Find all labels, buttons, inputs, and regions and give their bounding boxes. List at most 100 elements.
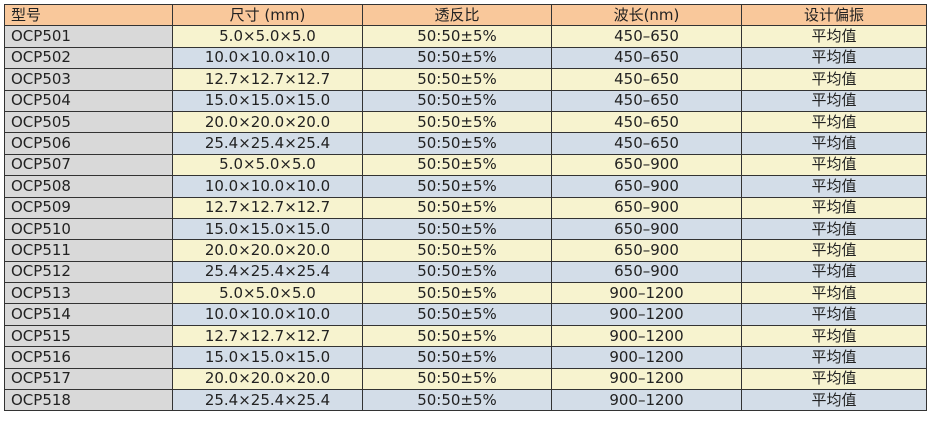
cell-wavelength: 650–900 [551, 239, 742, 262]
cell-wavelength: 650–900 [551, 196, 742, 219]
table-row: OCP508 10.0×10.0×10.0 50:50±5% 650–900 平均值 [4, 175, 927, 198]
cell-size: 10.0×10.0×10.0 [172, 175, 363, 198]
cell-wavelength: 450–650 [551, 89, 742, 112]
cell-split-ratio: 50:50±5% [362, 324, 552, 348]
cell-model: OCP510 [4, 217, 173, 241]
cell-size: 10.0×10.0×10.0 [172, 46, 363, 70]
cell-model: OCP512 [4, 260, 173, 284]
product-spec-table: 型号 尺寸 (mm) 透反比 波长(nm) 设计偏振 OCP501 5.0×5.0×5.0… [4, 3, 927, 412]
cell-size: 15.0×15.0×15.0 [172, 346, 363, 369]
cell-split-ratio: 50:50±5% [362, 260, 552, 284]
table-row: OCP518 25.4×25.4×25.4 50:50±5% 900–1200 平均值 [4, 389, 927, 412]
cell-model: OCP503 [4, 68, 173, 91]
cell-model: OCP515 [4, 324, 173, 348]
cell-split-ratio: 50:50±5% [362, 132, 552, 155]
cell-polarization: 平均值 [741, 324, 927, 348]
cell-split-ratio: 50:50±5% [362, 346, 552, 369]
cell-wavelength: 650–900 [551, 175, 742, 198]
cell-wavelength: 450–650 [551, 110, 742, 134]
table-row: OCP511 20.0×20.0×20.0 50:50±5% 650–900 平均值 [4, 239, 927, 262]
cell-model: OCP513 [4, 282, 173, 305]
table-row: OCP501 5.0×5.0×5.0 50:50±5% 450–650 平均值 [4, 25, 927, 48]
cell-wavelength: 450–650 [551, 25, 742, 48]
table-row: OCP515 12.7×12.7×12.7 50:50±5% 900–1200 平均值 [4, 324, 927, 348]
cell-size: 20.0×20.0×20.0 [172, 367, 363, 391]
table-row: OCP514 10.0×10.0×10.0 50:50±5% 900–1200 平均值 [4, 303, 927, 326]
cell-size: 12.7×12.7×12.7 [172, 324, 363, 348]
cell-split-ratio: 50:50±5% [362, 46, 552, 70]
cell-split-ratio: 50:50±5% [362, 367, 552, 391]
cell-split-ratio: 50:50±5% [362, 239, 552, 262]
cell-polarization: 平均值 [741, 260, 927, 284]
cell-model: OCP508 [4, 175, 173, 198]
header-size: 尺寸 (mm) [172, 3, 363, 27]
cell-polarization: 平均值 [741, 89, 927, 112]
cell-polarization: 平均值 [741, 132, 927, 155]
cell-wavelength: 450–650 [551, 68, 742, 91]
header-polarization: 设计偏振 [741, 3, 927, 27]
cell-polarization: 平均值 [741, 303, 927, 326]
cell-wavelength: 900–1200 [551, 303, 742, 326]
cell-size: 15.0×15.0×15.0 [172, 217, 363, 241]
header-model: 型号 [4, 3, 173, 27]
cell-size: 12.7×12.7×12.7 [172, 196, 363, 219]
cell-size: 5.0×5.0×5.0 [172, 282, 363, 305]
table-row: OCP505 20.0×20.0×20.0 50:50±5% 450–650 平均值 [4, 110, 927, 134]
cell-size: 20.0×20.0×20.0 [172, 110, 363, 134]
table-row: OCP517 20.0×20.0×20.0 50:50±5% 900–1200 平均值 [4, 367, 927, 391]
cell-polarization: 平均值 [741, 282, 927, 305]
cell-model: OCP511 [4, 239, 173, 262]
cell-wavelength: 900–1200 [551, 324, 742, 348]
cell-polarization: 平均值 [741, 175, 927, 198]
cell-polarization: 平均值 [741, 110, 927, 134]
header-wavelength: 波长(nm) [551, 3, 742, 27]
table-row: OCP516 15.0×15.0×15.0 50:50±5% 900–1200 平均值 [4, 346, 927, 369]
cell-size: 5.0×5.0×5.0 [172, 153, 363, 177]
cell-wavelength: 900–1200 [551, 346, 742, 369]
cell-model: OCP507 [4, 153, 173, 177]
cell-wavelength: 450–650 [551, 132, 742, 155]
cell-split-ratio: 50:50±5% [362, 153, 552, 177]
cell-model: OCP517 [4, 367, 173, 391]
cell-model: OCP501 [4, 25, 173, 48]
cell-size: 15.0×15.0×15.0 [172, 89, 363, 112]
cell-polarization: 平均值 [741, 346, 927, 369]
cell-wavelength: 650–900 [551, 153, 742, 177]
cell-polarization: 平均值 [741, 46, 927, 70]
cell-split-ratio: 50:50±5% [362, 389, 552, 412]
cell-split-ratio: 50:50±5% [362, 175, 552, 198]
cell-model: OCP502 [4, 46, 173, 70]
cell-split-ratio: 50:50±5% [362, 196, 552, 219]
cell-size: 10.0×10.0×10.0 [172, 303, 363, 326]
cell-polarization: 平均值 [741, 25, 927, 48]
cell-wavelength: 900–1200 [551, 367, 742, 391]
table-row: OCP513 5.0×5.0×5.0 50:50±5% 900–1200 平均值 [4, 282, 927, 305]
cell-wavelength: 900–1200 [551, 389, 742, 412]
table-row: OCP506 25.4×25.4×25.4 50:50±5% 450–650 平均值 [4, 132, 927, 155]
cell-size: 25.4×25.4×25.4 [172, 132, 363, 155]
table-row: OCP507 5.0×5.0×5.0 50:50±5% 650–900 平均值 [4, 153, 927, 177]
cell-split-ratio: 50:50±5% [362, 110, 552, 134]
cell-polarization: 平均值 [741, 367, 927, 391]
cell-model: OCP504 [4, 89, 173, 112]
cell-size: 25.4×25.4×25.4 [172, 260, 363, 284]
cell-size: 20.0×20.0×20.0 [172, 239, 363, 262]
table-row: OCP510 15.0×15.0×15.0 50:50±5% 650–900 平均值 [4, 217, 927, 241]
cell-split-ratio: 50:50±5% [362, 303, 552, 326]
cell-polarization: 平均值 [741, 389, 927, 412]
cell-wavelength: 900–1200 [551, 282, 742, 305]
cell-model: OCP509 [4, 196, 173, 219]
cell-split-ratio: 50:50±5% [362, 25, 552, 48]
table-row: OCP512 25.4×25.4×25.4 50:50±5% 650–900 平均值 [4, 260, 927, 284]
table-row: OCP504 15.0×15.0×15.0 50:50±5% 450–650 平均值 [4, 89, 927, 112]
cell-model: OCP506 [4, 132, 173, 155]
cell-wavelength: 650–900 [551, 217, 742, 241]
header-row: 型号 尺寸 (mm) 透反比 波长(nm) 设计偏振 [4, 3, 927, 27]
cell-polarization: 平均值 [741, 217, 927, 241]
cell-wavelength: 450–650 [551, 46, 742, 70]
cell-size: 25.4×25.4×25.4 [172, 389, 363, 412]
cell-split-ratio: 50:50±5% [362, 282, 552, 305]
header-split-ratio: 透反比 [362, 3, 552, 27]
cell-model: OCP518 [4, 389, 173, 412]
cell-split-ratio: 50:50±5% [362, 89, 552, 112]
